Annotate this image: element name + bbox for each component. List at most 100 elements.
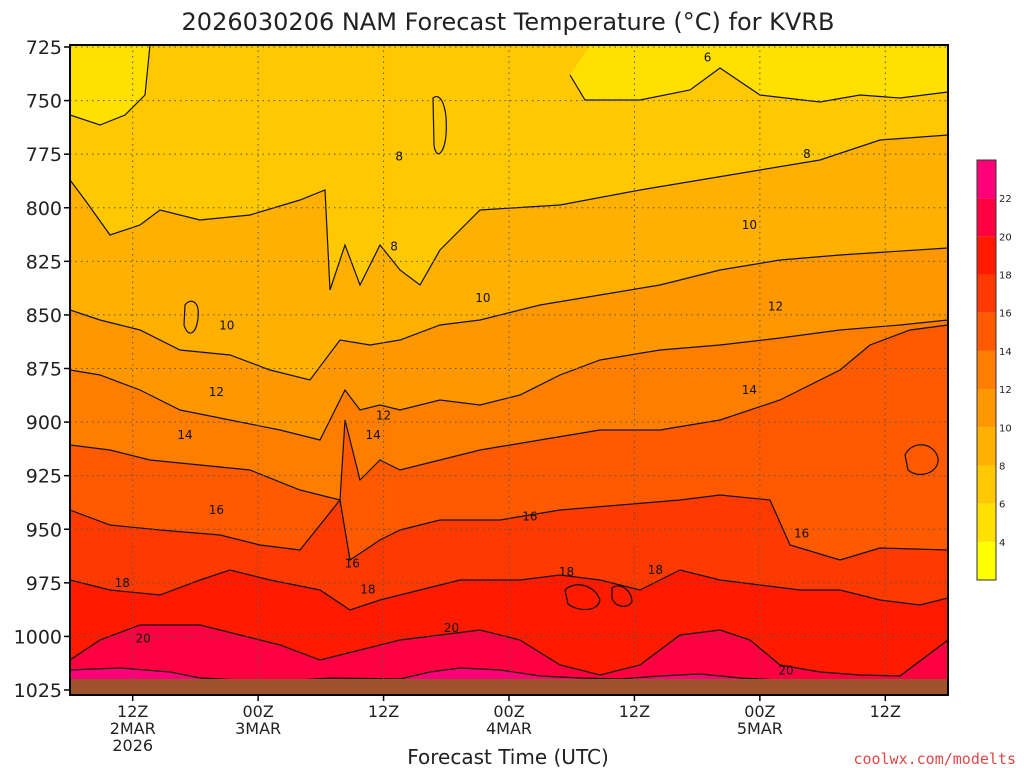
colorbar-tick-4: 12	[999, 385, 1012, 396]
contour-label-4: 10	[742, 218, 757, 232]
x-tick-label-3-0: 00Z	[493, 702, 524, 721]
contour-label-20: 18	[648, 563, 663, 577]
contour-label-21: 20	[136, 632, 151, 646]
y-tick-label-4: 825	[26, 251, 62, 273]
y-tick-label-12: 1025	[14, 680, 62, 702]
contour-label-18: 18	[360, 582, 375, 596]
y-axis: 725 750 775 800 825 850 875 900 925 950 975 1000 102…	[14, 37, 70, 702]
x-tick-label-0-0: 12Z	[117, 702, 148, 721]
x-tick-label-0-2: 2026	[112, 736, 153, 755]
colorbar-segment-7	[977, 274, 996, 313]
contour-10	[70, 247, 948, 381]
contour-island-1	[904, 444, 939, 475]
colorbar-segment-9	[977, 198, 996, 237]
x-tick-label-0-1: 2MAR	[110, 719, 156, 738]
contour-16	[70, 494, 948, 562]
colorbar-tick-6: 16	[999, 309, 1012, 320]
contour-label-22: 20	[444, 621, 459, 635]
colorbar-tick-0: 4	[999, 538, 1005, 549]
colorbar-segment-10	[977, 160, 996, 199]
colorbar-segment-0	[977, 541, 996, 580]
y-tick-label-1: 750	[26, 91, 62, 113]
contour-label-19: 18	[559, 565, 574, 579]
y-tick-label-10: 975	[26, 573, 62, 595]
contour-label-12: 14	[365, 428, 380, 442]
y-tick-label-5: 850	[26, 305, 62, 327]
y-tick-label-2: 775	[26, 144, 62, 166]
contour-island-4	[564, 584, 601, 611]
contour-8	[70, 134, 948, 291]
contour-label-7: 12	[768, 299, 783, 313]
band-under-6-left	[70, 45, 150, 125]
contour-6-left	[70, 45, 151, 126]
colorbar-tick-5: 14	[999, 347, 1012, 358]
contour-label-5: 10	[475, 291, 490, 305]
contour-18	[70, 569, 948, 611]
colorbar-segment-3	[977, 427, 996, 466]
contour-label-10: 14	[742, 383, 757, 397]
contour-island-3	[432, 96, 447, 155]
credit-text: coolwx.com/modelts	[853, 750, 1016, 768]
contour-island-2	[183, 300, 199, 334]
x-tick-label-4-0: 12Z	[619, 702, 650, 721]
y-tick-label-6: 875	[26, 359, 62, 381]
colorbar-tick-2: 8	[999, 461, 1005, 472]
colorbar-segment-2	[977, 465, 996, 504]
contour-label-6: 10	[219, 319, 234, 333]
y-tick-label-3: 800	[26, 198, 62, 220]
colorbar-frame	[976, 159, 997, 581]
contour-lines	[70, 45, 948, 681]
colorbar-segment-5	[977, 350, 996, 390]
colorbar-tick-7: 18	[999, 271, 1012, 282]
contour-label-13: 16	[209, 503, 224, 517]
colorbar-segment-1	[977, 503, 996, 542]
colorbar: 4 6 8 10 12 14 16 18 20 22	[976, 159, 1012, 581]
y-tick-label-0: 725	[26, 37, 62, 59]
y-tick-label-7: 900	[26, 412, 62, 434]
y-tick-label-9: 950	[26, 519, 62, 541]
contour-14	[70, 324, 948, 501]
band-under-6-right	[570, 45, 948, 102]
x-tick-label-5-1: 5MAR	[737, 719, 783, 738]
y-tick-label-8: 925	[26, 466, 62, 488]
contour-label-8: 12	[209, 385, 224, 399]
contour-label-17: 18	[115, 576, 130, 590]
contour-label-3: 8	[390, 239, 398, 253]
contour-label-0: 6	[704, 51, 712, 65]
colorbar-tick-1: 6	[999, 500, 1005, 511]
contour-6-right	[569, 67, 948, 103]
x-tick-label-5-0: 00Z	[744, 702, 775, 721]
contour-label-14: 16	[522, 509, 537, 523]
contour-label-15: 16	[794, 527, 809, 541]
colorbar-segment-8	[977, 236, 996, 275]
colorbar-tick-3: 10	[999, 423, 1012, 434]
contour-label-11: 14	[177, 428, 192, 442]
colorbar-tick-8: 20	[999, 232, 1012, 243]
contour-island-5	[611, 585, 633, 607]
x-tick-label-3-1: 4MAR	[486, 719, 532, 738]
y-tick-label-11: 1000	[14, 626, 62, 648]
contour-label-1: 8	[395, 149, 403, 163]
contour-20	[70, 624, 948, 677]
colorbar-segment-4	[977, 389, 996, 428]
contour-12	[70, 319, 948, 441]
contour-label-16: 16	[345, 557, 360, 571]
x-tick-label-2-0: 12Z	[368, 702, 399, 721]
x-tick-label-1-0: 00Z	[242, 702, 273, 721]
contour-22	[70, 667, 948, 681]
colorbar-segment-6	[977, 312, 996, 351]
colorbar-tick-9: 22	[999, 194, 1012, 205]
contour-label-9: 12	[376, 409, 391, 423]
contour-label-2: 8	[803, 147, 811, 161]
ground-strip	[70, 679, 948, 695]
x-tick-label-6-0: 12Z	[870, 702, 901, 721]
x-axis-label: Forecast Time (UTC)	[407, 745, 609, 768]
contour-label-23: 20	[778, 664, 793, 678]
grid	[70, 45, 948, 695]
x-tick-label-1-1: 3MAR	[235, 719, 281, 738]
chart-title: 2026030206 NAM Forecast Temperature (°C)…	[182, 8, 835, 36]
